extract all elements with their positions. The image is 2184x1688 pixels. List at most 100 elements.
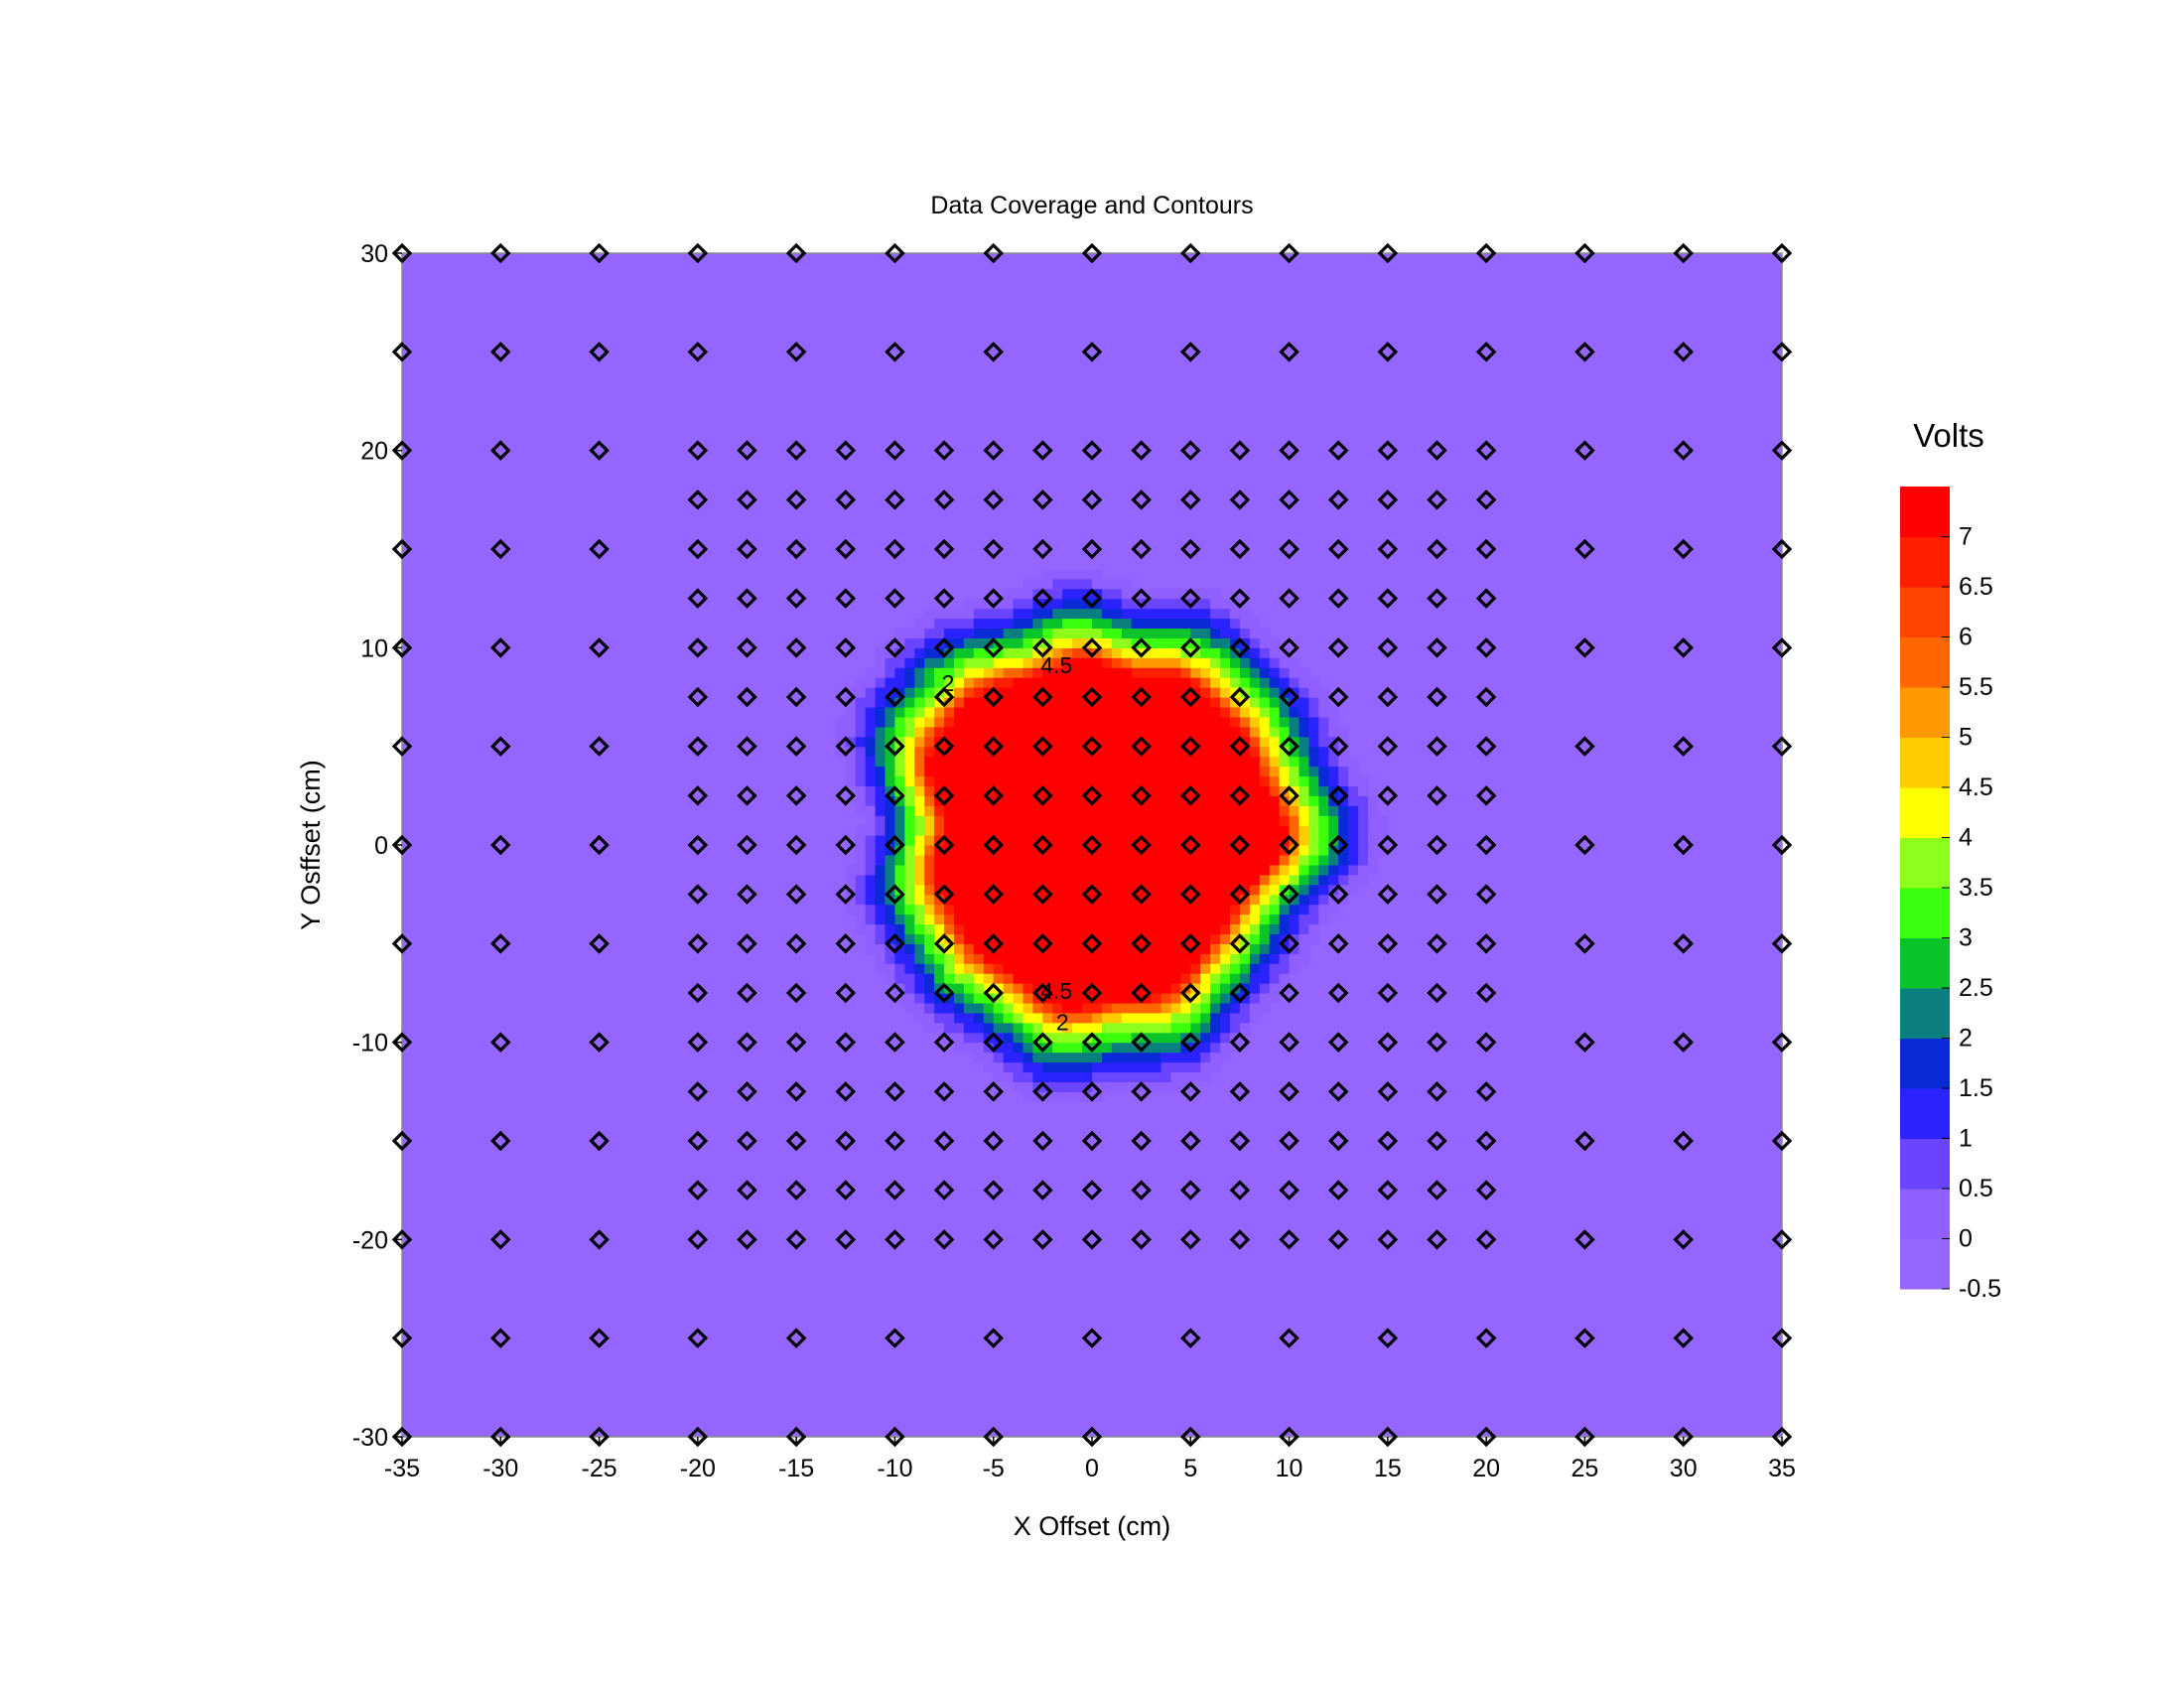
field-cell [1298,736,1310,748]
field-cell [1249,835,1261,846]
field-cell [1062,775,1073,786]
field-cell [1220,884,1231,896]
field-cell [1180,864,1191,876]
field-cell [1289,923,1300,934]
coverage-point [885,637,905,658]
field-cell [963,697,975,708]
field-cell [1151,1022,1162,1034]
field-cell [1259,993,1271,1004]
field-cell [944,677,955,688]
coverage-point [589,1130,610,1152]
field-cell [875,706,887,718]
field-cell [1279,766,1291,777]
coverage-point [1081,736,1103,757]
field-cell [1259,657,1271,668]
field-cell [875,805,887,816]
coverage-point [1081,982,1103,1004]
field-cell [1023,923,1034,934]
coverage-point [1032,884,1053,905]
field-cell [1210,628,1221,638]
field-cell [1042,953,1053,964]
coverage-point [785,1229,807,1250]
field-cell [1032,657,1043,668]
coverage-point [1475,884,1497,905]
field-cell [1249,1002,1261,1014]
coverage-point [687,637,709,658]
field-cell [963,608,975,620]
field-cell [1052,726,1063,738]
x-tick-label: -15 [778,1455,814,1482]
coverage-point [1279,884,1299,905]
field-cell [1298,835,1310,846]
field-cell [1230,618,1241,630]
field-cell [934,805,945,816]
coverage-point [1574,736,1595,757]
field-cell [1259,716,1271,728]
field-cell [1092,618,1103,630]
field-cell [1170,1022,1181,1034]
field-cell [1210,647,1221,658]
field-cell [1141,746,1153,758]
coverage-point [933,1081,955,1102]
field-cell [1210,726,1221,738]
field-cell [914,618,925,630]
field-cell [875,815,887,826]
field-cell [1131,923,1143,934]
field-cell [1368,835,1379,846]
field-cell [1052,1012,1063,1024]
field-cell [1062,785,1073,796]
coverage-point [687,1328,709,1348]
field-cell [855,746,867,758]
field-cell [1092,1091,1103,1102]
field-cell [1190,1012,1201,1024]
field-cell [1072,637,1083,648]
field-cell [1259,923,1271,934]
field-cell [1200,756,1211,768]
field-cell [1042,1061,1053,1073]
field-cell [1121,815,1133,826]
field-cell [973,845,985,856]
field-cell [1013,953,1024,964]
field-cell [1092,598,1103,610]
coverage-point [1229,1130,1251,1152]
field-cell [885,716,896,728]
field-cell [1062,943,1073,954]
field-cell [1111,687,1123,698]
coverage-point [1771,1130,1793,1152]
field-cell [1269,795,1281,806]
field-cell [1170,973,1181,984]
field-cell [1200,845,1211,856]
field-cell [855,805,867,816]
field-cell [973,756,985,768]
field-cell [904,904,915,915]
coverage-point [1229,1081,1251,1102]
field-cell [855,775,867,786]
field-cell [1111,993,1123,1004]
field-cell [1013,963,1024,974]
coverage-point [933,490,955,510]
field-cell [1023,1022,1034,1034]
field-cell [1101,687,1113,698]
field-cell [1111,835,1123,846]
field-cell [924,756,935,768]
field-cell [954,973,965,984]
coverage-point [1279,1229,1299,1250]
field-cell [954,716,965,728]
field-cell [963,677,975,688]
coverage-point [1180,982,1201,1004]
field-cell [973,825,985,836]
field-cell [1368,845,1379,856]
field-cell [1121,736,1133,748]
field-cell [1308,756,1319,768]
field-cell [1170,667,1181,678]
field-cell [1259,697,1271,708]
field-cell [1190,667,1201,678]
field-cell [1289,756,1300,768]
field-cell [1210,835,1221,846]
field-cell [1013,973,1024,984]
field-cell [934,1022,945,1034]
coverage-point [1574,1130,1595,1152]
field-cell [1230,667,1241,678]
field-cell [1269,766,1281,777]
y-tick-label: -10 [352,1030,388,1057]
